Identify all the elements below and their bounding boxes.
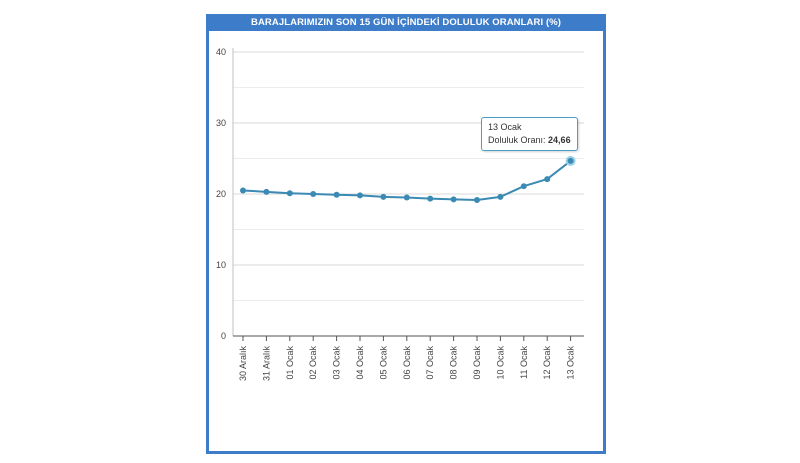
data-point [497,193,504,200]
data-point [474,197,480,204]
chart-title: BARAJLARIMIZIN SON 15 GÜN İÇİNDEKİ DOLUL… [209,14,603,31]
data-point [263,188,270,195]
tooltip-date: 13 Ocak [488,122,522,132]
x-tick-label: 31 Aralık [261,346,271,382]
tooltip-value: 24,66 [548,135,571,145]
x-tick-label: 30 Aralık [238,346,248,382]
x-tick-label: 01 Ocak [285,346,295,380]
highlighted-data-point [565,155,576,166]
x-tick-label: 05 Ocak [378,346,388,380]
x-tick-label: 08 Ocak [449,346,459,380]
data-point [544,176,551,183]
x-tick-label: 10 Ocak [495,346,505,380]
y-tick-label: 20 [216,189,226,199]
data-point [520,183,527,190]
y-tick-label: 10 [216,260,226,270]
tooltip-row: Doluluk Oranı: 24,66 [488,134,571,147]
x-tick-label: 13 Ocak [566,346,576,380]
x-tick-label: 11 Ocak [519,346,529,379]
data-point [427,195,434,202]
y-tick-label: 0 [221,331,226,341]
x-tick-label: 04 Ocak [355,346,365,380]
tooltip-label: Doluluk Oranı: [488,135,546,145]
data-point [357,192,363,199]
data-point [403,194,410,201]
x-tick-label: 12 Ocak [542,346,552,380]
x-tick-label: 02 Ocak [308,346,318,380]
x-tick-label: 07 Ocak [425,346,435,380]
y-tick-label: 40 [216,47,226,57]
data-point [450,196,457,203]
data-tooltip: 13 Ocak Doluluk Oranı: 24,66 [481,117,578,151]
data-point [333,191,340,198]
data-point [380,193,387,200]
data-point [240,187,246,194]
data-point [310,191,317,197]
y-tick-label: 30 [216,118,226,128]
data-point [286,190,293,197]
x-tick-label: 09 Ocak [472,346,482,380]
x-tick-label: 06 Ocak [402,346,412,380]
x-tick-label: 03 Ocak [332,346,342,380]
